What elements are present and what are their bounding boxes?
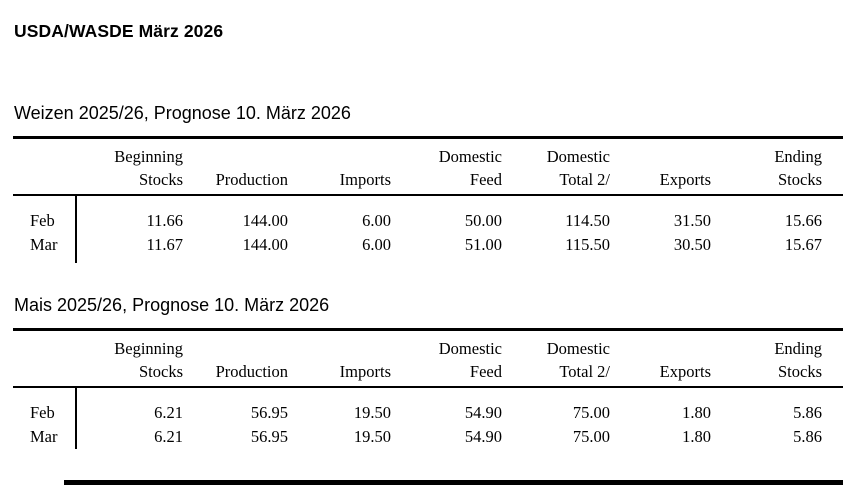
col-header-beginning-stocks: Beginning Stocks	[76, 329, 183, 388]
cell-production: 144.00	[242, 235, 288, 254]
corn-table: Beginning Stocks Production Imports Domes…	[13, 328, 843, 449]
cell-domestic-total: 115.50	[565, 235, 610, 254]
table-row-feb: Feb 6.21 56.95 19.50 54.90 75.00 1.80 5.…	[13, 401, 843, 425]
corn-header-row: Beginning Stocks Production Imports Domes…	[13, 329, 843, 388]
col-header-imports: Imports	[288, 329, 391, 388]
document-page: { "document": { "title": "USDA/WASDE Mär…	[0, 21, 843, 490]
col-header-domestic-total: Domestic Total 2/	[502, 329, 610, 388]
table-row-feb: Feb 11.66 144.00 6.00 50.00 114.50 31.50…	[13, 209, 843, 233]
col-header-domestic-total: Domestic Total 2/	[502, 137, 610, 196]
row-label: Mar	[13, 425, 77, 449]
cell-beginning-stocks: 11.66	[146, 211, 183, 230]
table-row-mar: Mar 6.21 56.95 19.50 54.90 75.00 1.80 5.…	[13, 425, 843, 449]
spacer-row	[13, 387, 843, 401]
row-label-header	[13, 329, 76, 388]
cell-domestic-total: 75.00	[572, 427, 610, 446]
wheat-table: Beginning Stocks Production Imports Domes…	[13, 136, 843, 263]
col-header-domestic-feed: Domestic Feed	[391, 137, 502, 196]
row-label: Mar	[13, 233, 77, 257]
col-header-domestic-feed: Domestic Feed	[391, 329, 502, 388]
col-header-exports: Exports	[610, 137, 711, 196]
cell-domestic-total: 114.50	[565, 211, 610, 230]
cell-imports: 6.00	[362, 235, 391, 254]
cell-production: 56.95	[250, 427, 288, 446]
table-row-mar: Mar 11.67 144.00 6.00 51.00 115.50 30.50…	[13, 233, 843, 257]
cell-beginning-stocks: 6.21	[154, 427, 183, 446]
spacer-row	[13, 257, 843, 263]
col-header-exports: Exports	[610, 329, 711, 388]
cell-production: 56.95	[250, 403, 288, 422]
cell-domestic-total: 75.00	[572, 403, 610, 422]
cell-exports: 31.50	[673, 211, 711, 230]
row-label: Feb	[13, 401, 77, 425]
wheat-header-row: Beginning Stocks Production Imports Domes…	[13, 137, 843, 196]
col-header-ending-stocks: Ending Stocks	[711, 329, 843, 388]
row-label-header	[13, 137, 76, 196]
cell-imports: 6.00	[362, 211, 391, 230]
row-label: Feb	[13, 209, 77, 233]
cell-ending-stocks: 5.86	[793, 403, 822, 422]
cell-production: 144.00	[242, 211, 288, 230]
cell-domestic-feed: 54.90	[464, 427, 502, 446]
corn-section-title: Mais 2025/26, Prognose 10. März 2026	[14, 295, 330, 315]
col-header-production: Production	[183, 137, 288, 196]
cell-imports: 19.50	[353, 427, 391, 446]
col-header-ending-stocks: Ending Stocks	[711, 137, 843, 196]
cell-exports: 1.80	[682, 427, 711, 446]
cell-beginning-stocks: 11.67	[146, 235, 183, 254]
cell-domestic-feed: 54.90	[464, 403, 502, 422]
cell-beginning-stocks: 6.21	[154, 403, 183, 422]
cell-imports: 19.50	[353, 403, 391, 422]
document-title: USDA/WASDE März 2026	[14, 21, 224, 41]
cell-ending-stocks: 5.86	[793, 427, 822, 446]
cell-exports: 30.50	[673, 235, 711, 254]
cell-domestic-feed: 51.00	[464, 235, 502, 254]
col-header-imports: Imports	[288, 137, 391, 196]
cell-exports: 1.80	[682, 403, 711, 422]
col-header-beginning-stocks: Beginning Stocks	[76, 137, 183, 196]
cell-ending-stocks: 15.66	[784, 211, 822, 230]
wheat-section-title: Weizen 2025/26, Prognose 10. März 2026	[14, 103, 351, 123]
cell-domestic-feed: 50.00	[464, 211, 502, 230]
spacer-row	[13, 195, 843, 209]
col-header-production: Production	[183, 329, 288, 388]
cell-ending-stocks: 15.67	[784, 235, 822, 254]
table-bottom-rule	[64, 480, 843, 485]
